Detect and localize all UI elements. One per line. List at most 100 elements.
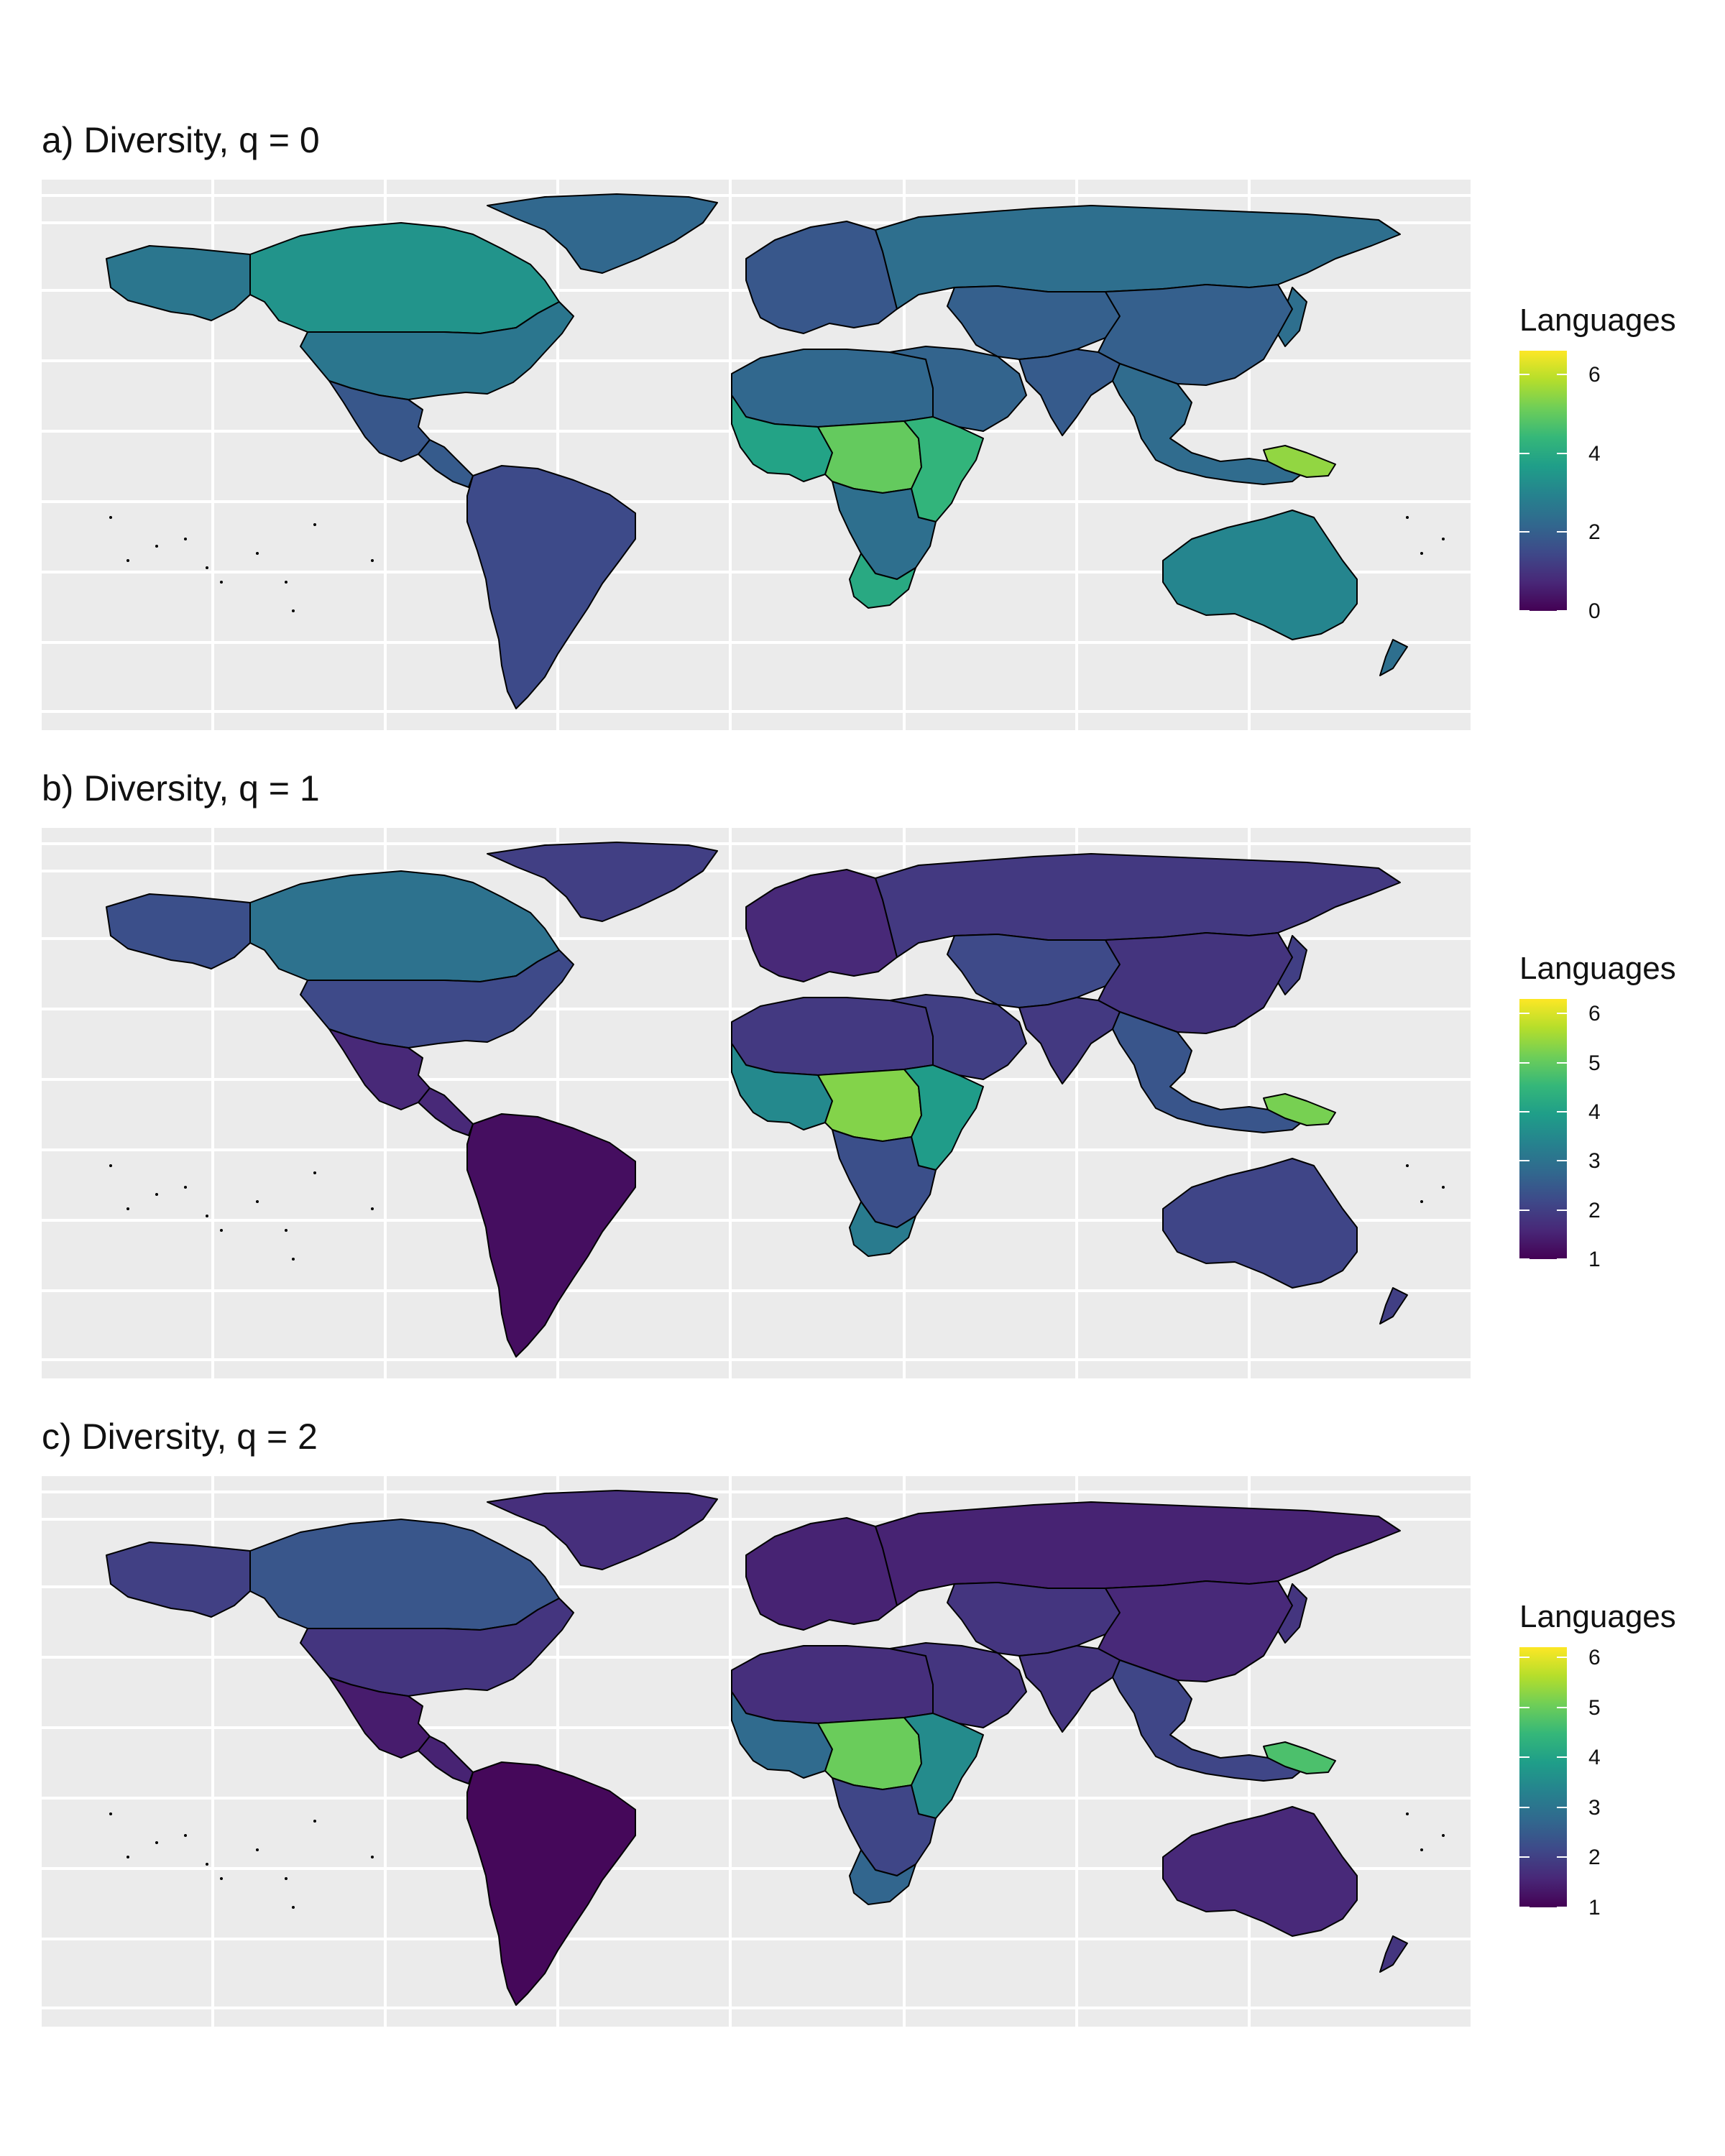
- island-marker: [155, 545, 158, 548]
- legend-tick-mark: [1519, 452, 1530, 454]
- island-marker: [285, 1229, 288, 1232]
- legend-tick-mark: [1519, 1013, 1530, 1015]
- region-central-america: [418, 1736, 474, 1784]
- legend-colorbar-c: [1519, 1647, 1567, 1907]
- region-west-africa: [731, 1691, 833, 1779]
- region-papua-new-guinea: [1263, 1093, 1336, 1126]
- panel-title-c: c) Diversity, q = 2: [42, 1416, 318, 1457]
- region-north-america: [249, 1519, 560, 1631]
- region-north-america: [249, 222, 560, 334]
- island-marker: [206, 1863, 208, 1866]
- island-marker: [285, 1877, 288, 1880]
- panel-title-a: a) Diversity, q = 0: [42, 120, 320, 160]
- legend-tick-mark: [1557, 1706, 1567, 1708]
- region-papua-new-guinea: [1263, 445, 1336, 478]
- legend-colorbar-a: [1519, 351, 1567, 611]
- region-north-africa: [731, 349, 934, 428]
- legend-tick-label: 3: [1588, 1149, 1601, 1174]
- legend-tick-mark: [1519, 1856, 1530, 1858]
- legend-tick-mark: [1519, 531, 1530, 533]
- map-plot-b: [42, 828, 1471, 1378]
- legend-tick-mark: [1519, 1756, 1530, 1759]
- region-southeast-asia: [1112, 1011, 1307, 1133]
- legend-title-b: Languages: [1519, 951, 1676, 986]
- map-panel-a: a) Diversity, q = 0 Languages 0 2 4 6: [0, 122, 1725, 769]
- island-marker: [206, 566, 208, 569]
- island-marker: [126, 1856, 129, 1858]
- legend-tick-label: 1: [1588, 1248, 1601, 1271]
- region-russia: [875, 1501, 1401, 1606]
- region-south-asia: [1018, 1645, 1121, 1733]
- region-alaska: [106, 1542, 251, 1618]
- island-marker: [184, 1186, 187, 1189]
- island-marker: [109, 516, 112, 519]
- legend-tick-mark: [1519, 1258, 1530, 1260]
- region-central-asia: [947, 1582, 1121, 1657]
- island-marker: [126, 1207, 129, 1210]
- region-greenland: [487, 193, 718, 274]
- legend-tick-mark: [1519, 1061, 1530, 1064]
- legend-tick-mark: [1557, 1907, 1567, 1908]
- legend-tick-label: 2: [1588, 520, 1601, 545]
- legend-tick-mark: [1557, 452, 1567, 454]
- region-southern-africa: [832, 1129, 937, 1228]
- region-central-asia: [947, 285, 1121, 360]
- region-china: [1098, 284, 1293, 386]
- island-marker: [256, 552, 259, 555]
- island-marker: [155, 1841, 158, 1844]
- region-china: [1098, 932, 1293, 1034]
- island-marker: [206, 1215, 208, 1217]
- region-russia: [875, 205, 1401, 310]
- region-europe: [745, 221, 898, 334]
- legend-tick-mark: [1557, 610, 1567, 612]
- region-south-africa: [849, 553, 916, 609]
- island-marker: [1420, 552, 1423, 555]
- island-marker: [292, 609, 295, 612]
- legend-tick-label: 3: [1588, 1795, 1601, 1820]
- legend-tick-mark: [1557, 373, 1567, 375]
- legend-tick-mark: [1519, 1706, 1530, 1708]
- region-west-africa: [731, 395, 833, 482]
- island-marker: [109, 1164, 112, 1167]
- region-greenland: [487, 842, 718, 922]
- region-south-africa: [849, 1849, 916, 1905]
- island-marker: [371, 1856, 374, 1858]
- panel-title-b: b) Diversity, q = 1: [42, 768, 320, 808]
- region-central-america: [418, 439, 474, 488]
- legend-tick-mark: [1519, 1656, 1530, 1658]
- island-marker: [220, 1877, 223, 1880]
- island-marker: [1442, 538, 1445, 540]
- island-marker: [220, 1229, 223, 1232]
- island-marker: [1406, 1164, 1409, 1167]
- island-marker: [1420, 1848, 1423, 1851]
- legend-tick-mark: [1557, 1656, 1567, 1658]
- legend-tick-mark: [1557, 1258, 1567, 1260]
- region-middle-east: [889, 346, 1027, 432]
- region-southern-africa: [832, 481, 937, 580]
- region-southeast-asia: [1112, 363, 1307, 485]
- region-europe: [745, 1517, 898, 1631]
- legend-tick-label: 5: [1588, 1051, 1601, 1075]
- region-china: [1098, 1580, 1293, 1682]
- legend-tick-mark: [1519, 1209, 1530, 1211]
- legend-tick-label: 6: [1588, 1645, 1601, 1669]
- region-middle-east: [889, 1642, 1027, 1728]
- legend-tick-mark: [1519, 610, 1530, 612]
- region-south-asia: [1018, 349, 1121, 436]
- legend-colorbar-b: [1519, 999, 1567, 1259]
- region-north-africa: [731, 1645, 934, 1724]
- legend-tick-mark: [1557, 531, 1567, 533]
- legend-tick-label: 5: [1588, 1695, 1601, 1720]
- legend-tick-label: 6: [1588, 362, 1601, 387]
- map-plot-c: [42, 1476, 1471, 2027]
- island-marker: [371, 1207, 374, 1210]
- island-marker: [126, 559, 129, 562]
- island-marker: [1442, 1186, 1445, 1189]
- region-australia: [1162, 1806, 1358, 1937]
- legend-tick-mark: [1557, 1111, 1567, 1113]
- island-marker: [155, 1193, 158, 1196]
- world-map-b: [42, 828, 1471, 1378]
- region-central-asia: [947, 934, 1121, 1008]
- region-south-america: [466, 1113, 636, 1358]
- region-russia: [875, 853, 1401, 958]
